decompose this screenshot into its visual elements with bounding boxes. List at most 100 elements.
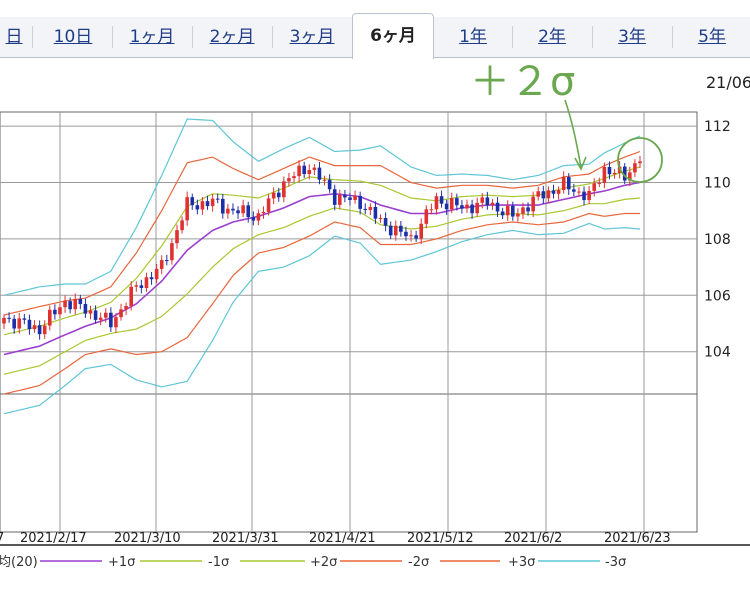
candle-body — [475, 202, 479, 214]
candle-body — [455, 198, 459, 206]
candle-body — [516, 213, 520, 217]
candle-body — [317, 167, 322, 180]
candle-body — [241, 205, 245, 214]
candle-body — [129, 286, 133, 307]
tab-1year[interactable]: 1年 — [459, 27, 487, 47]
legend-label: -3σ — [605, 555, 626, 570]
candle-body — [7, 317, 11, 319]
candle-body — [388, 225, 393, 236]
x-tick-label: 2021/3/10 — [114, 531, 181, 546]
candle-body — [373, 206, 378, 219]
candle-body — [27, 319, 32, 330]
tab-divider — [32, 26, 33, 48]
y-tick-label: 108 — [704, 232, 731, 248]
candle-body — [490, 202, 495, 206]
candle-body — [638, 161, 642, 164]
candle-body — [424, 209, 429, 224]
tab-2months[interactable]: 2ヶ月 — [209, 27, 255, 47]
tab-6months[interactable]: 6ヶ月 — [352, 13, 434, 59]
top-date-label: 21/06 — [706, 73, 750, 92]
candle-body — [434, 196, 439, 210]
plus-1sigma-line — [3, 166, 641, 336]
candle-body — [53, 309, 57, 315]
legend-label: -2σ — [408, 555, 429, 570]
candle-body — [419, 223, 424, 239]
annotation-arrow — [564, 99, 582, 169]
candle-body — [572, 189, 576, 192]
candle-body — [566, 176, 571, 190]
x-tick-label: 2021/6/2 — [504, 531, 562, 546]
tab-3months[interactable]: 3ヶ月 — [289, 27, 335, 47]
candle-body — [22, 318, 27, 320]
legend-label: +2σ — [310, 555, 337, 570]
candle-body — [404, 231, 408, 237]
candle-body — [236, 210, 240, 214]
x-tick-label: 2021/5/12 — [407, 531, 474, 546]
tab-divider — [672, 26, 673, 48]
candle-body — [68, 301, 72, 310]
tab-5years[interactable]: 5年 — [698, 27, 726, 47]
candle-body — [271, 192, 276, 199]
plus-2sigma-annotation: ＋２σ — [470, 59, 575, 105]
minus-3sigma-line — [3, 222, 641, 415]
candle-body — [190, 197, 195, 206]
candle-body — [505, 205, 510, 216]
candle-body — [226, 208, 230, 214]
candle-body — [378, 217, 383, 219]
candle-body — [358, 195, 362, 209]
candle-body — [633, 163, 637, 173]
moving-average-line — [3, 181, 641, 356]
candle-body — [602, 166, 607, 183]
candle-body — [444, 203, 449, 210]
candle-body — [526, 207, 530, 212]
candle-body — [210, 198, 215, 207]
candle-body — [124, 306, 128, 310]
tab-divider — [192, 26, 193, 48]
candles — [2, 155, 642, 340]
x-tick-label: 2021/2/17 — [20, 531, 87, 546]
candle-body — [144, 277, 149, 288]
candle-body — [307, 169, 312, 175]
candle-body — [266, 198, 271, 212]
candle-body — [383, 217, 388, 226]
candle-body — [312, 167, 317, 170]
candle-body — [556, 190, 561, 194]
candle-body — [83, 303, 88, 314]
candle-body — [276, 192, 281, 198]
candle-body — [495, 202, 500, 212]
y-axis: 104 106 108 110 112 — [704, 119, 731, 361]
tab-day[interactable]: 日 — [5, 27, 23, 47]
x-axis: 7 2021/2/17 2021/3/10 2021/3/31 2021/4/21 202… — [0, 531, 671, 546]
period-tabs: 日 10日 1ヶ月 2ヶ月 3ヶ月 6ヶ月 1年 2年 3年 5年 — [0, 0, 750, 59]
y-tick-label: 112 — [704, 119, 731, 135]
tab-10days[interactable]: 10日 — [53, 27, 93, 47]
tab-2years[interactable]: 2年 — [538, 27, 566, 47]
tab-divider — [272, 26, 273, 48]
candle-body — [215, 198, 220, 200]
bollinger-bands — [3, 118, 641, 415]
minus-2sigma-line — [3, 212, 640, 395]
tab-1month[interactable]: 1ヶ月 — [129, 27, 175, 47]
candle-body — [185, 197, 189, 221]
legend-label: +3σ — [508, 555, 535, 570]
candle-body — [531, 196, 535, 212]
candle-body — [332, 189, 337, 205]
candle-body — [577, 191, 581, 193]
tab-3years[interactable]: 3年 — [618, 27, 646, 47]
y-tick-label: 106 — [704, 288, 731, 304]
plus-2sigma-line — [3, 150, 641, 316]
x-tick-label: 2021/6/23 — [604, 531, 671, 546]
x-tick-label: 2021/3/31 — [212, 531, 279, 546]
candle-body — [607, 166, 612, 175]
candle-body — [399, 225, 403, 232]
candle-body — [500, 211, 505, 216]
legend-label: +1σ — [108, 555, 135, 570]
candle-body — [261, 211, 266, 214]
candle-body — [114, 317, 118, 328]
candle-body — [195, 205, 200, 210]
candle-body — [485, 197, 490, 206]
candle-body — [612, 172, 617, 175]
candle-body — [134, 285, 139, 287]
candle-body — [582, 191, 586, 201]
